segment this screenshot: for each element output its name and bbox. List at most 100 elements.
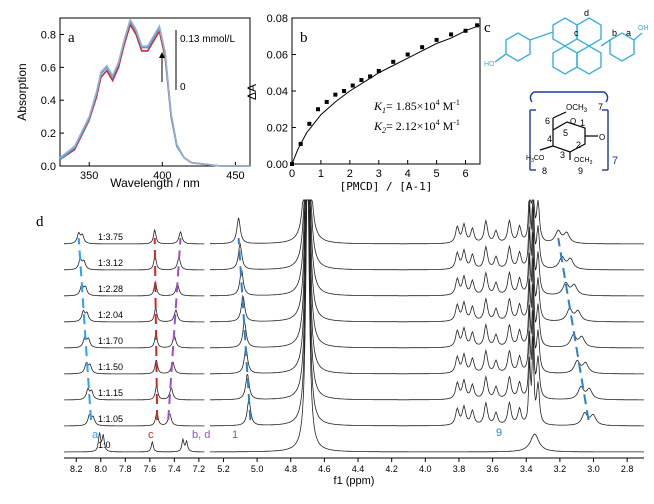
peak-label-a: a	[92, 429, 99, 441]
panel-d-xtick-label: 3.2	[554, 464, 567, 474]
ratio-label: 1:1.50	[98, 362, 123, 372]
panel-b-ytick-label: 0.04	[267, 86, 288, 98]
panel-d-xtick-label: 3.4	[520, 464, 533, 474]
cd-h3co: H3CO	[526, 155, 545, 164]
nmr-spectrum-line	[63, 199, 644, 245]
shift-trend	[77, 237, 92, 421]
cd-num-8: 8	[542, 166, 547, 176]
panel-b-ytick-label: 0.00	[267, 159, 288, 171]
panel-d-xtick-label: 7.4	[168, 464, 181, 474]
panel-d: d 8.2 8.0 7.8 7.6 7.4 7.2 5.2 5.0 4.8 4.6 4.4 4.2 4.…	[36, 199, 644, 487]
cd-num-6: 6	[545, 116, 550, 126]
panel-b-point	[368, 74, 373, 79]
nmr-spectrum-line	[64, 199, 644, 271]
panel-b-xtick-label: 4	[405, 168, 411, 180]
label-d: d	[584, 8, 589, 18]
ratio-label: 1:1.15	[98, 388, 123, 398]
panel-b-point	[420, 45, 425, 50]
panel-b-ytick-label: 0.02	[267, 123, 288, 135]
anthracene-structure	[494, 17, 643, 75]
cd-h: H	[526, 155, 531, 162]
panel-a-xtick-label: 400	[153, 170, 171, 182]
cd-och-sub: 3	[584, 108, 588, 114]
panel-d-xtick-label: 4.4	[352, 464, 365, 474]
shift-trend	[237, 237, 252, 421]
panel-a-ytick-label: 0.4	[41, 95, 56, 107]
nmr-spectrum-line	[64, 199, 644, 323]
nmr-spectrum-line	[64, 199, 644, 427]
ratio-label: 1:0	[98, 440, 111, 450]
peak-label-bd: b, d	[192, 429, 210, 441]
k1-unit-exp: -1	[453, 98, 460, 107]
k2-symbol: K	[373, 119, 383, 133]
k1-text: K1= 1.85×104 M-1	[373, 98, 460, 115]
panel-b-xtick-label: 2	[347, 168, 353, 180]
label-c: c	[574, 28, 579, 38]
cd-co: CO	[534, 155, 545, 162]
nmr-spectrum-line	[64, 199, 644, 375]
glucose-ring	[539, 111, 598, 160]
panel-a-frame	[59, 17, 251, 167]
shift-trend	[557, 237, 590, 421]
cd-ring-o: O	[570, 117, 576, 126]
panel-b-points	[290, 23, 480, 166]
panel-b-point	[475, 23, 480, 28]
panel-b-xtick-label: 6	[462, 168, 468, 180]
panel-d-letter: d	[36, 214, 44, 230]
concentration-top: 0.13 mmol/L	[180, 34, 235, 45]
panel-b-point	[324, 99, 329, 104]
panel-d-xlabel: f1 (ppm)	[334, 475, 375, 487]
cd-num-5: 5	[563, 128, 568, 138]
panel-a-series	[59, 17, 250, 167]
label-b: b	[612, 28, 617, 38]
panel-a-series-line	[59, 17, 250, 167]
nmr-spectrum-line	[64, 199, 644, 297]
k1-symbol: K	[373, 99, 383, 113]
panel-d-xtick-label: 8.2	[70, 464, 83, 474]
panel-a-ytick-label: 0.6	[41, 62, 56, 74]
panel-a-ylabel: Absorption	[15, 63, 29, 120]
nmr-spectra	[63, 199, 644, 453]
panel-a-xlabel: Wavelength / nm	[110, 176, 200, 190]
panel-b-frame	[291, 17, 481, 165]
shift-trend	[167, 237, 182, 421]
cyclodextrin-bracket	[529, 91, 609, 171]
panel-d-xtick-label: 4.0	[419, 464, 432, 474]
panel-b-point	[434, 37, 439, 42]
k2-exp: 4	[436, 118, 440, 127]
panel-b-xlabel: [PMCD] / [A-1]	[340, 180, 433, 193]
ratio-label: 1:2.04	[98, 310, 123, 320]
ratio-label: 1:3.12	[98, 258, 123, 268]
panel-b-ylabel: ΔA	[245, 84, 259, 100]
panel-b-point	[342, 89, 347, 93]
cd-num-4: 4	[547, 134, 552, 144]
k2-unit-exp: -1	[453, 118, 460, 127]
panel-d-xtick-label: 2.8	[621, 464, 634, 474]
panel-b-point	[449, 32, 454, 37]
ratio-labels: 1:3.75 1:3.12 1:2.28 1:2.04 1:1.70 1:1.50 1:1.…	[98, 232, 123, 450]
panel-b-ytick-label: 0.08	[267, 13, 288, 25]
panel-b-point	[290, 162, 294, 166]
nmr-spectrum-line	[64, 199, 644, 453]
panel-d-xtick-label: 4.8	[284, 464, 297, 474]
cd-link-o: O	[599, 133, 605, 142]
panel-b-xtick-label: 5	[434, 168, 440, 180]
label-oh: OH	[638, 25, 649, 32]
panel-b-point	[316, 107, 321, 112]
panel-c-letter: c	[484, 20, 491, 36]
panel-b-xtick-label: 1	[318, 168, 324, 180]
k2-sub: 2	[382, 126, 386, 135]
panel-b-xtick-label: 0	[289, 168, 295, 180]
panel-b: 0.00 0.02 0.04 0.06 0.08 0 1 2 3 4 5 6 b [PMCD] / …	[245, 13, 481, 193]
cd-num-7: 7	[598, 102, 603, 112]
panel-b-fit-curve	[291, 24, 481, 165]
panel-b-letter: b	[300, 30, 308, 46]
k2-unit: M	[440, 119, 454, 133]
k2-text: K2= 2.12×104 M-1	[373, 118, 460, 135]
cd-och3-top: OCH3	[566, 103, 588, 114]
panel-d-xtick-label: 5.0	[251, 464, 264, 474]
panel-b-point	[391, 59, 396, 64]
panel-d-xtick-label: 3.6	[486, 464, 499, 474]
panel-a-xtick-label: 350	[80, 170, 98, 182]
